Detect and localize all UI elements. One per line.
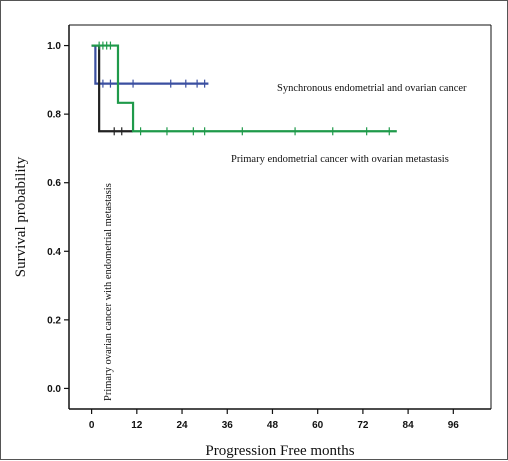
y-tick-label: 0.4 xyxy=(47,247,61,258)
y-tick-label: 0.2 xyxy=(47,315,61,326)
x-axis-title: Progression Free months xyxy=(205,443,354,459)
annotation-endometrial-primary: Primary endometrial cancer with ovarian … xyxy=(231,154,449,165)
km-curve xyxy=(91,44,134,133)
x-tick-label: 12 xyxy=(131,420,143,431)
y-tick-label: 0.0 xyxy=(47,384,61,395)
annotation-synchronous: Synchronous endometrial and ovarian canc… xyxy=(277,83,467,94)
x-tick-label: 96 xyxy=(448,420,460,431)
y-tick-label: 1.0 xyxy=(47,41,61,52)
km-curve xyxy=(91,44,209,85)
x-tick-label: 24 xyxy=(176,420,188,431)
axes xyxy=(68,24,492,410)
series xyxy=(91,41,397,136)
annotation-ovarian-primary: Primary ovarian cancer with endometrial … xyxy=(103,183,114,401)
x-tick-label: 36 xyxy=(222,420,234,431)
x-tick-label: 0 xyxy=(89,420,95,431)
y-tick-label: 0.6 xyxy=(47,178,61,189)
x-tick-label: 60 xyxy=(312,420,324,431)
km-curve xyxy=(91,44,397,133)
x-tick-label: 48 xyxy=(267,420,279,431)
ticks: 0 12 24 36 48 60 72 84 96 0.0 0.2 0.4 0.6 0.8 1.0 xyxy=(47,41,459,431)
y-axis-title: Survival probability xyxy=(13,156,29,277)
x-tick-label: 84 xyxy=(403,420,415,431)
x-tick-label: 72 xyxy=(357,420,369,431)
y-tick-label: 0.8 xyxy=(47,110,61,121)
